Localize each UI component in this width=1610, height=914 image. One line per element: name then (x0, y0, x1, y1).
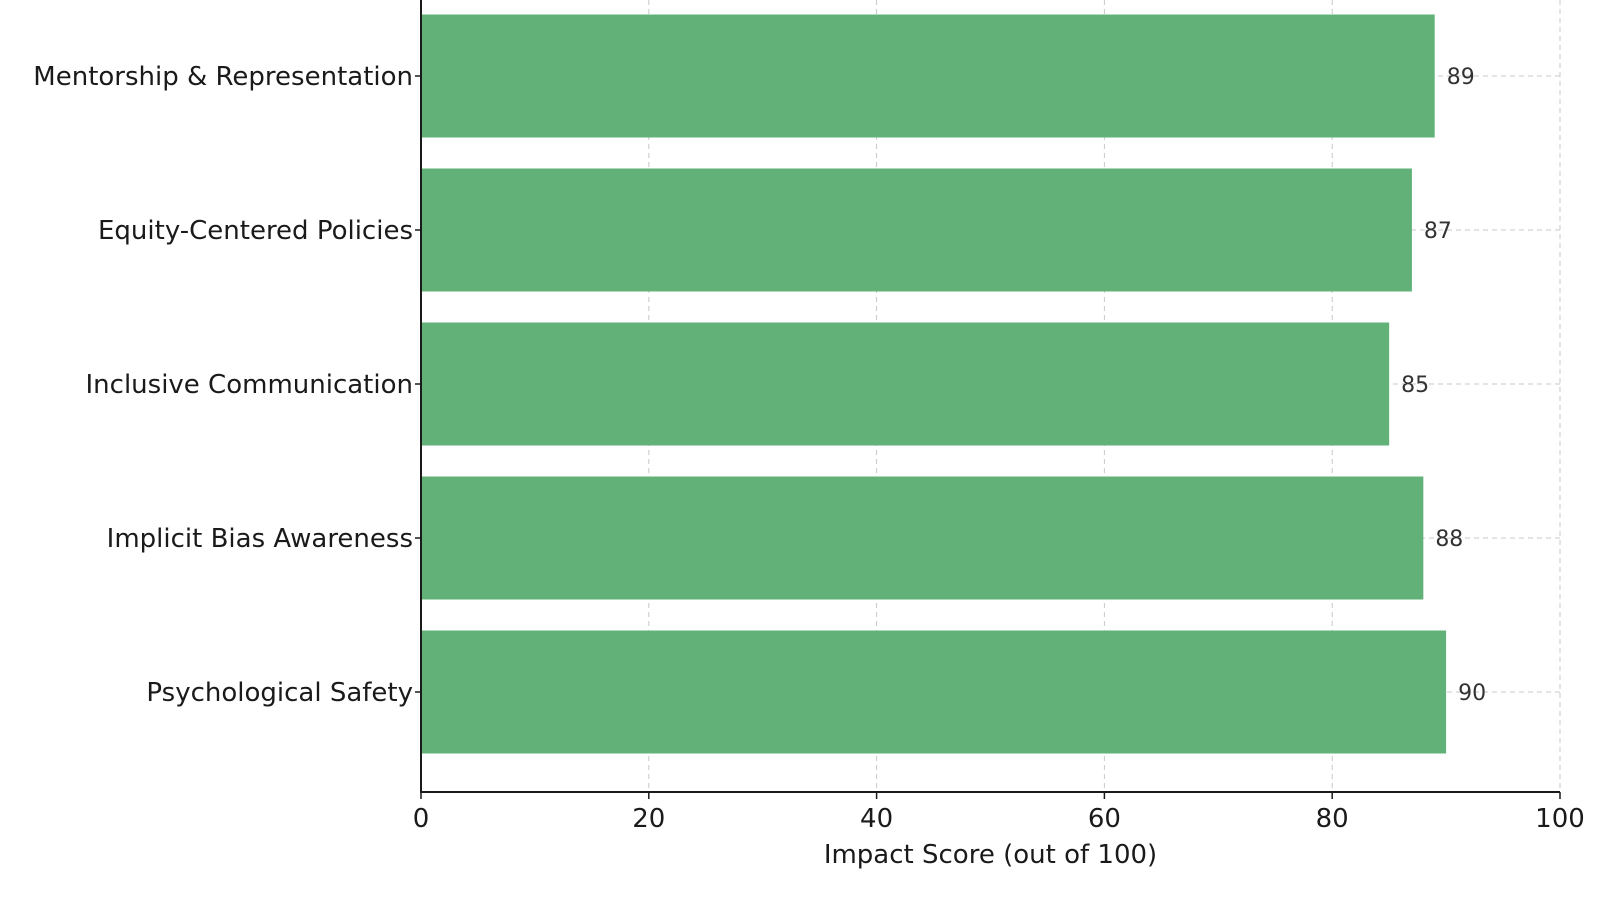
x-tick-label: 20 (632, 804, 665, 834)
x-axis-title: Impact Score (out of 100) (824, 840, 1157, 870)
category-label: Inclusive Communication (86, 370, 414, 400)
x-tick-label: 100 (1535, 804, 1585, 834)
x-tick-label: 60 (1088, 804, 1121, 834)
category-label: Psychological Safety (146, 678, 413, 708)
bars (421, 14, 1447, 754)
bar (421, 168, 1412, 292)
bar (421, 630, 1447, 754)
bar-value-label: 85 (1401, 373, 1429, 398)
labels: 90 Psychological Safety 88 Implicit Bias Aw… (33, 62, 1585, 834)
bar-value-label: 90 (1458, 681, 1486, 706)
x-tick-label: 80 (1316, 804, 1349, 834)
bar (421, 476, 1424, 600)
bar-value-label: 87 (1424, 219, 1452, 244)
x-tick-label: 40 (860, 804, 893, 834)
bar (421, 322, 1390, 446)
x-tick-label: 0 (413, 804, 430, 834)
category-label: Equity-Centered Policies (98, 216, 413, 246)
bar-value-label: 88 (1435, 527, 1463, 552)
category-label: Mentorship & Representation (33, 62, 413, 92)
bar-value-label: 89 (1447, 65, 1475, 90)
axes (415, 0, 1561, 799)
category-label: Implicit Bias Awareness (107, 524, 413, 554)
bar (421, 14, 1435, 138)
